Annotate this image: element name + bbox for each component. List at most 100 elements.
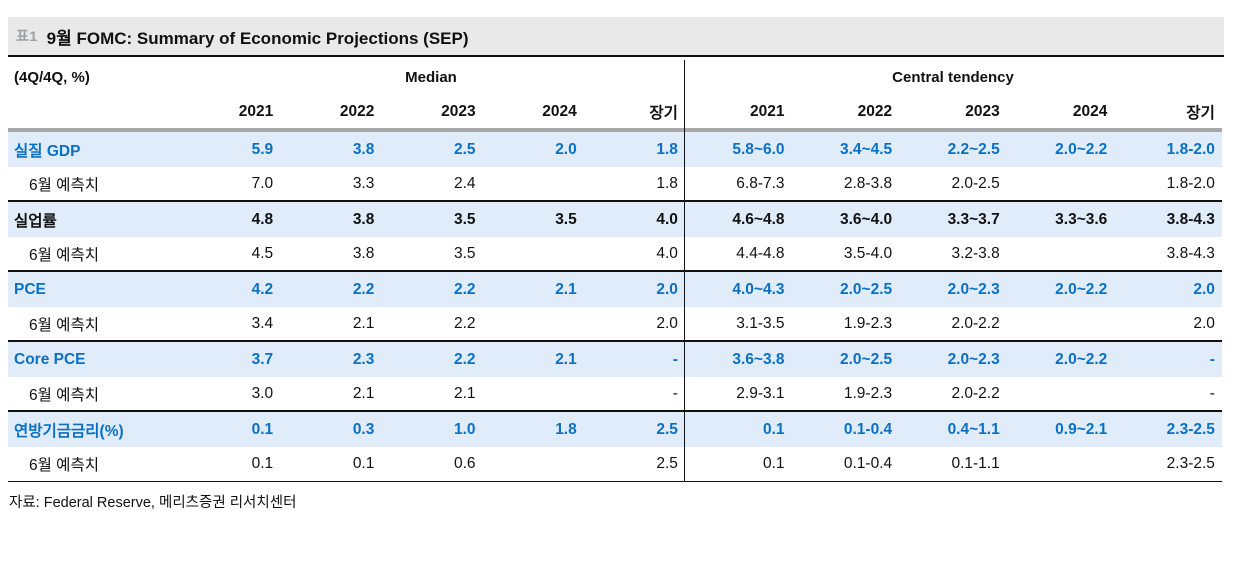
table-cell: 0.1 [352, 455, 375, 472]
row-label: 6월 예측치 [29, 246, 99, 264]
table-cell: - [672, 350, 678, 368]
table-cell: 1.9-2.3 [843, 384, 893, 402]
header-rule [8, 128, 1222, 132]
table-cell: 2.0 [555, 140, 577, 158]
table-cell: 1.8 [555, 420, 577, 438]
table-cell: 3.5 [555, 210, 577, 228]
table-cell: 2.1 [454, 384, 476, 402]
table-cell: 2.3-2.5 [1166, 420, 1215, 438]
table-cell: 3.4~4.5 [839, 140, 893, 158]
table-cell: 2.0-2.2 [951, 384, 1000, 402]
table-row-6: Core PCE 3.7 2.3 2.2 2.1 - 3.6~3.8 2.0~2.5 2.0~2… [8, 342, 1222, 377]
table-cell: 6.8-7.3 [736, 174, 785, 192]
report-exhibit: 표1 9월 FOMC: Summary of Economic Projecti… [8, 17, 1224, 512]
table-cell: 3.1-3.5 [736, 314, 785, 332]
table-cell: 3.8-4.3 [1166, 210, 1215, 228]
table-cell: 2.5 [656, 420, 678, 438]
table-cell: 3.6~4.0 [839, 210, 893, 228]
table-cell: 0.3 [352, 420, 375, 438]
table-cell: 2.0~2.2 [1055, 350, 1108, 368]
table-cell: 1.8-2.0 [1166, 174, 1215, 192]
row-label: Core PCE [14, 350, 86, 368]
year-header-median-3: 2024 [542, 102, 577, 120]
table-cell: 2.8-3.8 [843, 174, 893, 192]
table-cell: 0.1 [251, 455, 274, 472]
table-cell: 3.8-4.3 [1166, 244, 1215, 262]
table-cell: 3.3~3.6 [1055, 210, 1108, 228]
table-cell: 0.4~1.1 [947, 420, 1000, 438]
table-row-2: 실업률 4.8 3.8 3.5 3.5 4.0 4.6~4.8 3.6~4.0 3.3~3.7 3… [8, 202, 1222, 237]
table-cell: 2.3-2.5 [1166, 455, 1215, 472]
table-cell: 2.0-2.2 [951, 314, 1000, 332]
table-cell: 0.1-0.4 [843, 420, 893, 438]
table-cell: 2.0~2.5 [839, 350, 893, 368]
table-cell: - [1209, 350, 1215, 368]
table-cell: 2.4 [454, 174, 476, 192]
table-cell [1007, 237, 1115, 270]
row-label: 6월 예측치 [29, 316, 99, 334]
table-cell: 1.8 [656, 174, 678, 192]
table-cell: 0.1 [762, 455, 785, 472]
year-header-central-2: 2023 [965, 102, 1000, 120]
table-cell: 2.5 [656, 455, 678, 472]
table-cell: 2.0~2.2 [1055, 280, 1108, 298]
table-cell: 4.0 [656, 244, 678, 262]
table-cell: 3.8 [352, 210, 375, 228]
table-cell: 3.3~3.7 [947, 210, 1000, 228]
year-header-central-0: 2021 [750, 102, 785, 120]
table-cell: 2.0 [1193, 314, 1215, 332]
section-divider-line [684, 60, 685, 482]
table-cell: 1.8-2.0 [1166, 140, 1215, 158]
projections-table: (4Q/4Q, %) Median Central tendency 2021 2… [8, 60, 1222, 482]
source-note: 자료: Federal Reserve, 메리츠증권 리서치센터 [9, 495, 297, 511]
year-header-central-1: 2022 [857, 102, 893, 120]
table-cell: 2.1 [555, 280, 577, 298]
table-cell: 3.2-3.8 [951, 244, 1000, 262]
table-cell: 2.2 [454, 350, 476, 368]
table-cell: 4.8 [251, 210, 274, 228]
table-cell: 5.8~6.0 [732, 140, 785, 158]
table-cell: 2.5 [454, 140, 476, 158]
table-cell: 2.0 [656, 314, 678, 332]
table-cell: 3.4 [251, 314, 274, 332]
table-cell: 4.6~4.8 [732, 210, 785, 228]
table-cell: 2.0~2.3 [947, 350, 1000, 368]
table-cell: 2.2 [454, 314, 476, 332]
table-row-0: 실질 GDP 5.9 3.8 2.5 2.0 1.8 5.8~6.0 3.4~4.5 2.2~2… [8, 132, 1222, 167]
table-cell: 0.9~2.1 [1055, 420, 1108, 438]
table-cell: 3.5 [454, 244, 476, 262]
table-cell [482, 377, 583, 410]
table-number-tag: 표1 [16, 28, 38, 44]
year-header-median-2: 2023 [441, 102, 476, 120]
table-cell [1007, 307, 1115, 340]
table-cell: 3.5-4.0 [843, 244, 893, 262]
table-cell: 0.1-0.4 [843, 455, 893, 472]
table-cell: 2.0~2.5 [839, 280, 893, 298]
row-label: 연방기금금리(%) [14, 422, 124, 440]
table-header-years: 2021 2022 2023 2024 장기 2021 2022 2023 2024 장기 [8, 95, 1222, 128]
table-cell: 2.0 [656, 280, 678, 298]
table-cell: 0.1 [251, 420, 274, 438]
table-cell: 2.1 [352, 314, 375, 332]
table-cell: 0.1 [762, 420, 785, 438]
table-cell: 5.9 [251, 140, 274, 158]
row-label: 6월 예측치 [29, 386, 99, 404]
table-cell: 2.9-3.1 [736, 384, 785, 402]
row-label: 6월 예측치 [29, 457, 99, 474]
section-header-central-tendency: Central tendency [892, 69, 1014, 86]
row-label: 실질 GDP [14, 142, 81, 160]
table-cell: 3.5 [454, 210, 476, 228]
table-row-1: 6월 예측치 7.0 3.3 2.4 1.8 6.8-7.3 2.8-3.8 2.0-2.5 1… [8, 167, 1222, 202]
table-cell [1007, 447, 1115, 481]
table-cell: 2.0-2.5 [951, 174, 1000, 192]
table-cell: 2.2~2.5 [947, 140, 1000, 158]
table-cell: 2.2 [352, 280, 375, 298]
table-cell: 4.4-4.8 [736, 244, 785, 262]
year-header-central-4: 장기 [1186, 104, 1215, 122]
table-cell: 0.1-1.1 [951, 455, 1000, 472]
table-cell: 4.5 [251, 244, 274, 262]
table-cell [482, 237, 583, 270]
row-label: 6월 예측치 [29, 176, 99, 194]
year-header-central-3: 2024 [1072, 102, 1108, 120]
table-cell [482, 447, 583, 481]
